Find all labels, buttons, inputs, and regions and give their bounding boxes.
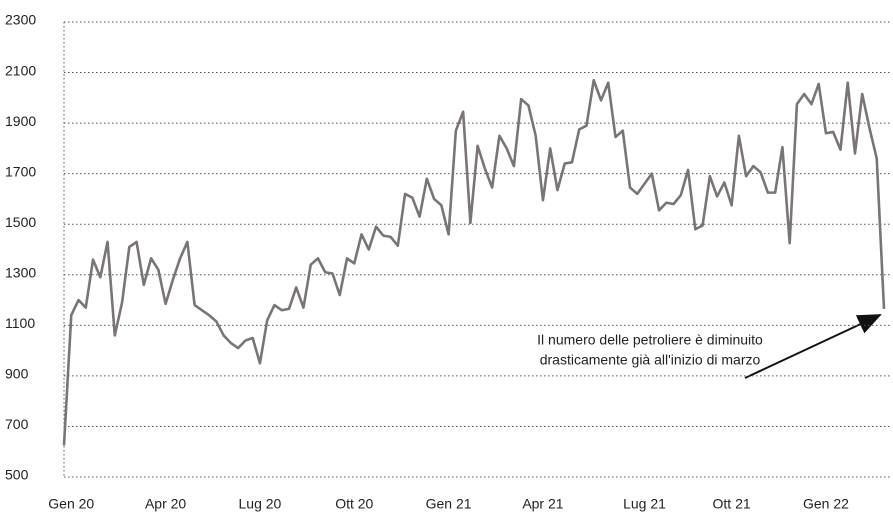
y-tick-label: 2300 (5, 12, 36, 28)
x-tick-label: Gen 20 (48, 496, 94, 512)
y-tick-label: 700 (5, 416, 29, 432)
x-tick-label: Apr 20 (145, 496, 186, 512)
x-tick-label: Ott 21 (713, 496, 751, 512)
y-tick-label: 1300 (5, 264, 36, 280)
x-tick-label: Gen 22 (803, 496, 849, 512)
y-tick-label: 500 (5, 467, 29, 483)
y-tick-label: 2100 (5, 62, 36, 78)
y-tick-label: 1700 (5, 163, 36, 179)
y-tick-label: 900 (5, 366, 29, 382)
annotation-arrow (744, 314, 882, 379)
y-tick-label: 1100 (5, 315, 35, 331)
data-line (62, 78, 886, 446)
y-tick-label: 1900 (5, 113, 36, 129)
x-tick-label: Gen 21 (426, 496, 472, 512)
x-tick-label: Lug 21 (623, 496, 666, 512)
x-tick-label: Ott 20 (335, 496, 373, 512)
annotation: Il numero delle petroliere è diminuito (537, 332, 763, 348)
x-tick-label: Apr 21 (522, 496, 563, 512)
x-tick-label: Lug 20 (239, 496, 282, 512)
annotation: drasticamente già all'inizio di marzo (540, 352, 761, 368)
y-tick-label: 1500 (5, 214, 36, 230)
